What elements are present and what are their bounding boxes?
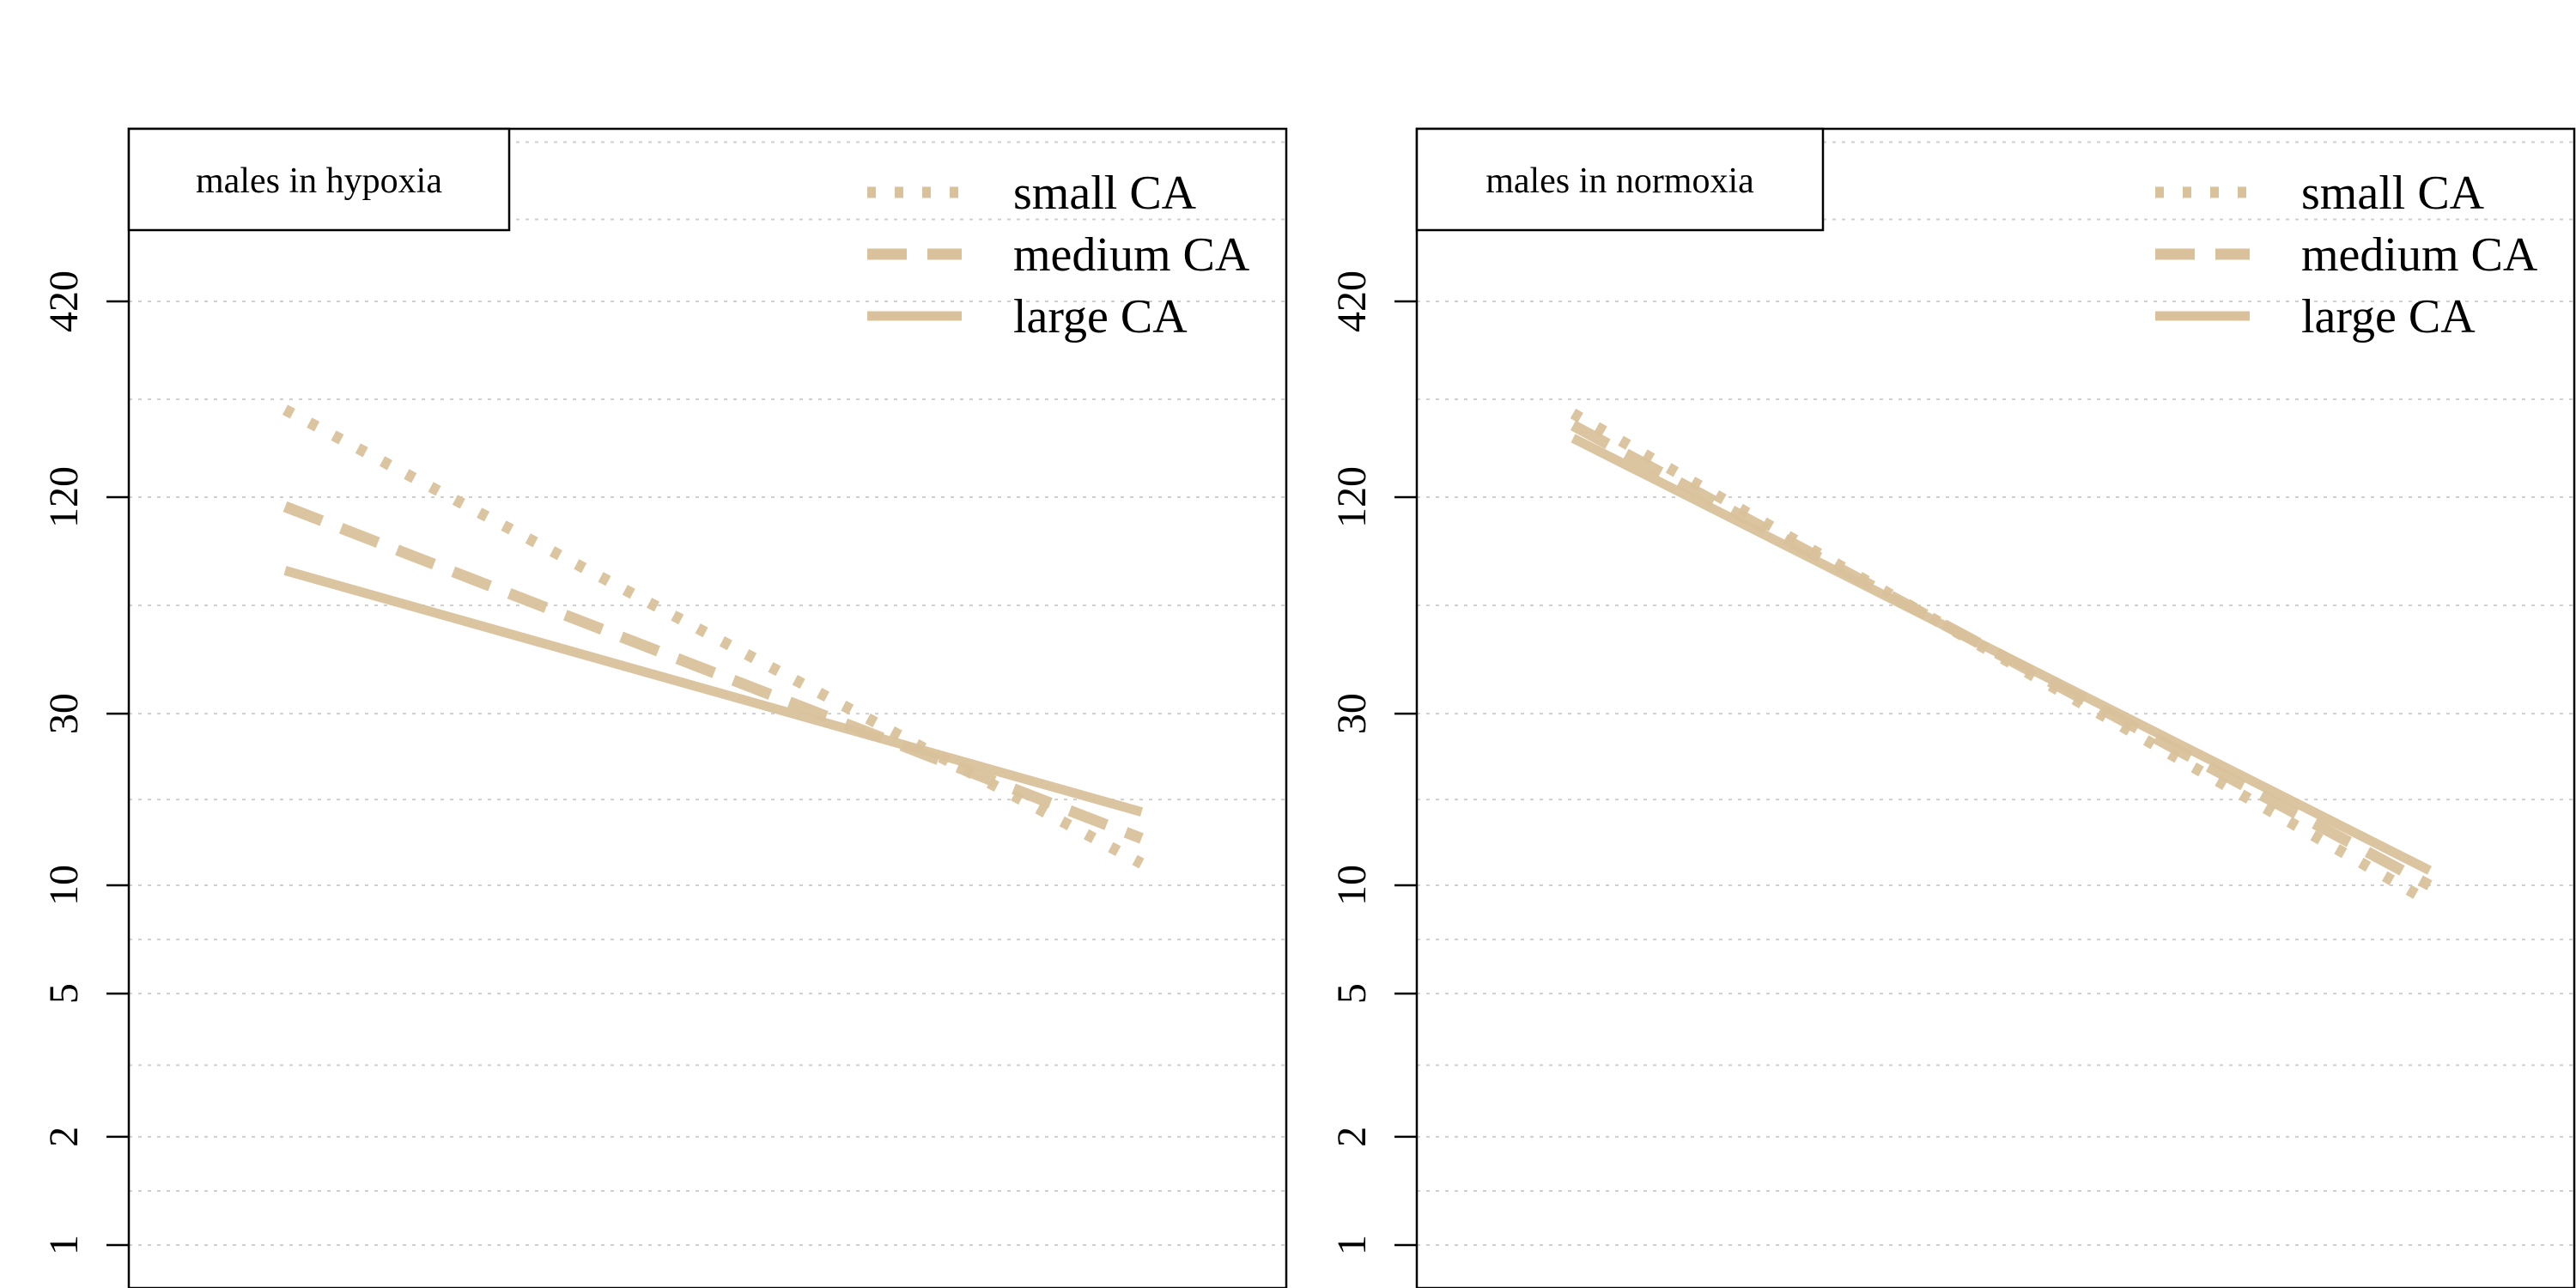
series-line-solid bbox=[1571, 434, 2432, 875]
y-tick-label: 5 bbox=[41, 983, 87, 1004]
y-tick-label: 2 bbox=[41, 1127, 87, 1147]
series-line-dotted bbox=[282, 404, 1145, 869]
y-tick-label: 1 bbox=[41, 1235, 87, 1255]
y-tick-label: 420 bbox=[1329, 270, 1375, 332]
plot-frame bbox=[1415, 127, 2576, 1288]
panel-label: males in hypoxia bbox=[196, 161, 442, 201]
y-tick-label: 420 bbox=[41, 270, 87, 332]
plot-frame bbox=[127, 127, 1288, 1288]
legend-label: small CA bbox=[2301, 167, 2485, 220]
legend-label: small CA bbox=[1013, 167, 1197, 220]
y-tick-label: 2 bbox=[1329, 1127, 1375, 1147]
y-tick-label: 30 bbox=[1329, 693, 1375, 734]
panel-label-box bbox=[1415, 127, 1825, 232]
panel-label: males in normoxia bbox=[1485, 161, 1754, 201]
panel-label-box bbox=[127, 127, 511, 232]
y-tick-label: 10 bbox=[1329, 865, 1375, 906]
panel-males-in-hypoxia: 1 2 5 10 30 120 420 males in hypoxia small CA med… bbox=[41, 127, 1288, 1288]
legend-label: medium CA bbox=[1013, 228, 1250, 282]
legend-label: medium CA bbox=[2301, 228, 2538, 282]
series-line-solid bbox=[283, 566, 1143, 817]
y-tick-label: 120 bbox=[1329, 466, 1375, 528]
y-tick-label: 30 bbox=[41, 693, 87, 734]
series-line-dashed bbox=[283, 501, 1144, 844]
panel-males-in-normoxia: 1 2 5 10 30 120 420 males in normoxia small CA me… bbox=[1329, 127, 2576, 1288]
legend-label: large CA bbox=[1013, 290, 1188, 343]
legend-label: large CA bbox=[2301, 290, 2476, 343]
y-tick-label: 5 bbox=[1329, 983, 1375, 1004]
y-tick-label: 10 bbox=[41, 865, 87, 906]
y-tick-label: 1 bbox=[1329, 1235, 1375, 1255]
y-tick-label: 120 bbox=[41, 466, 87, 528]
